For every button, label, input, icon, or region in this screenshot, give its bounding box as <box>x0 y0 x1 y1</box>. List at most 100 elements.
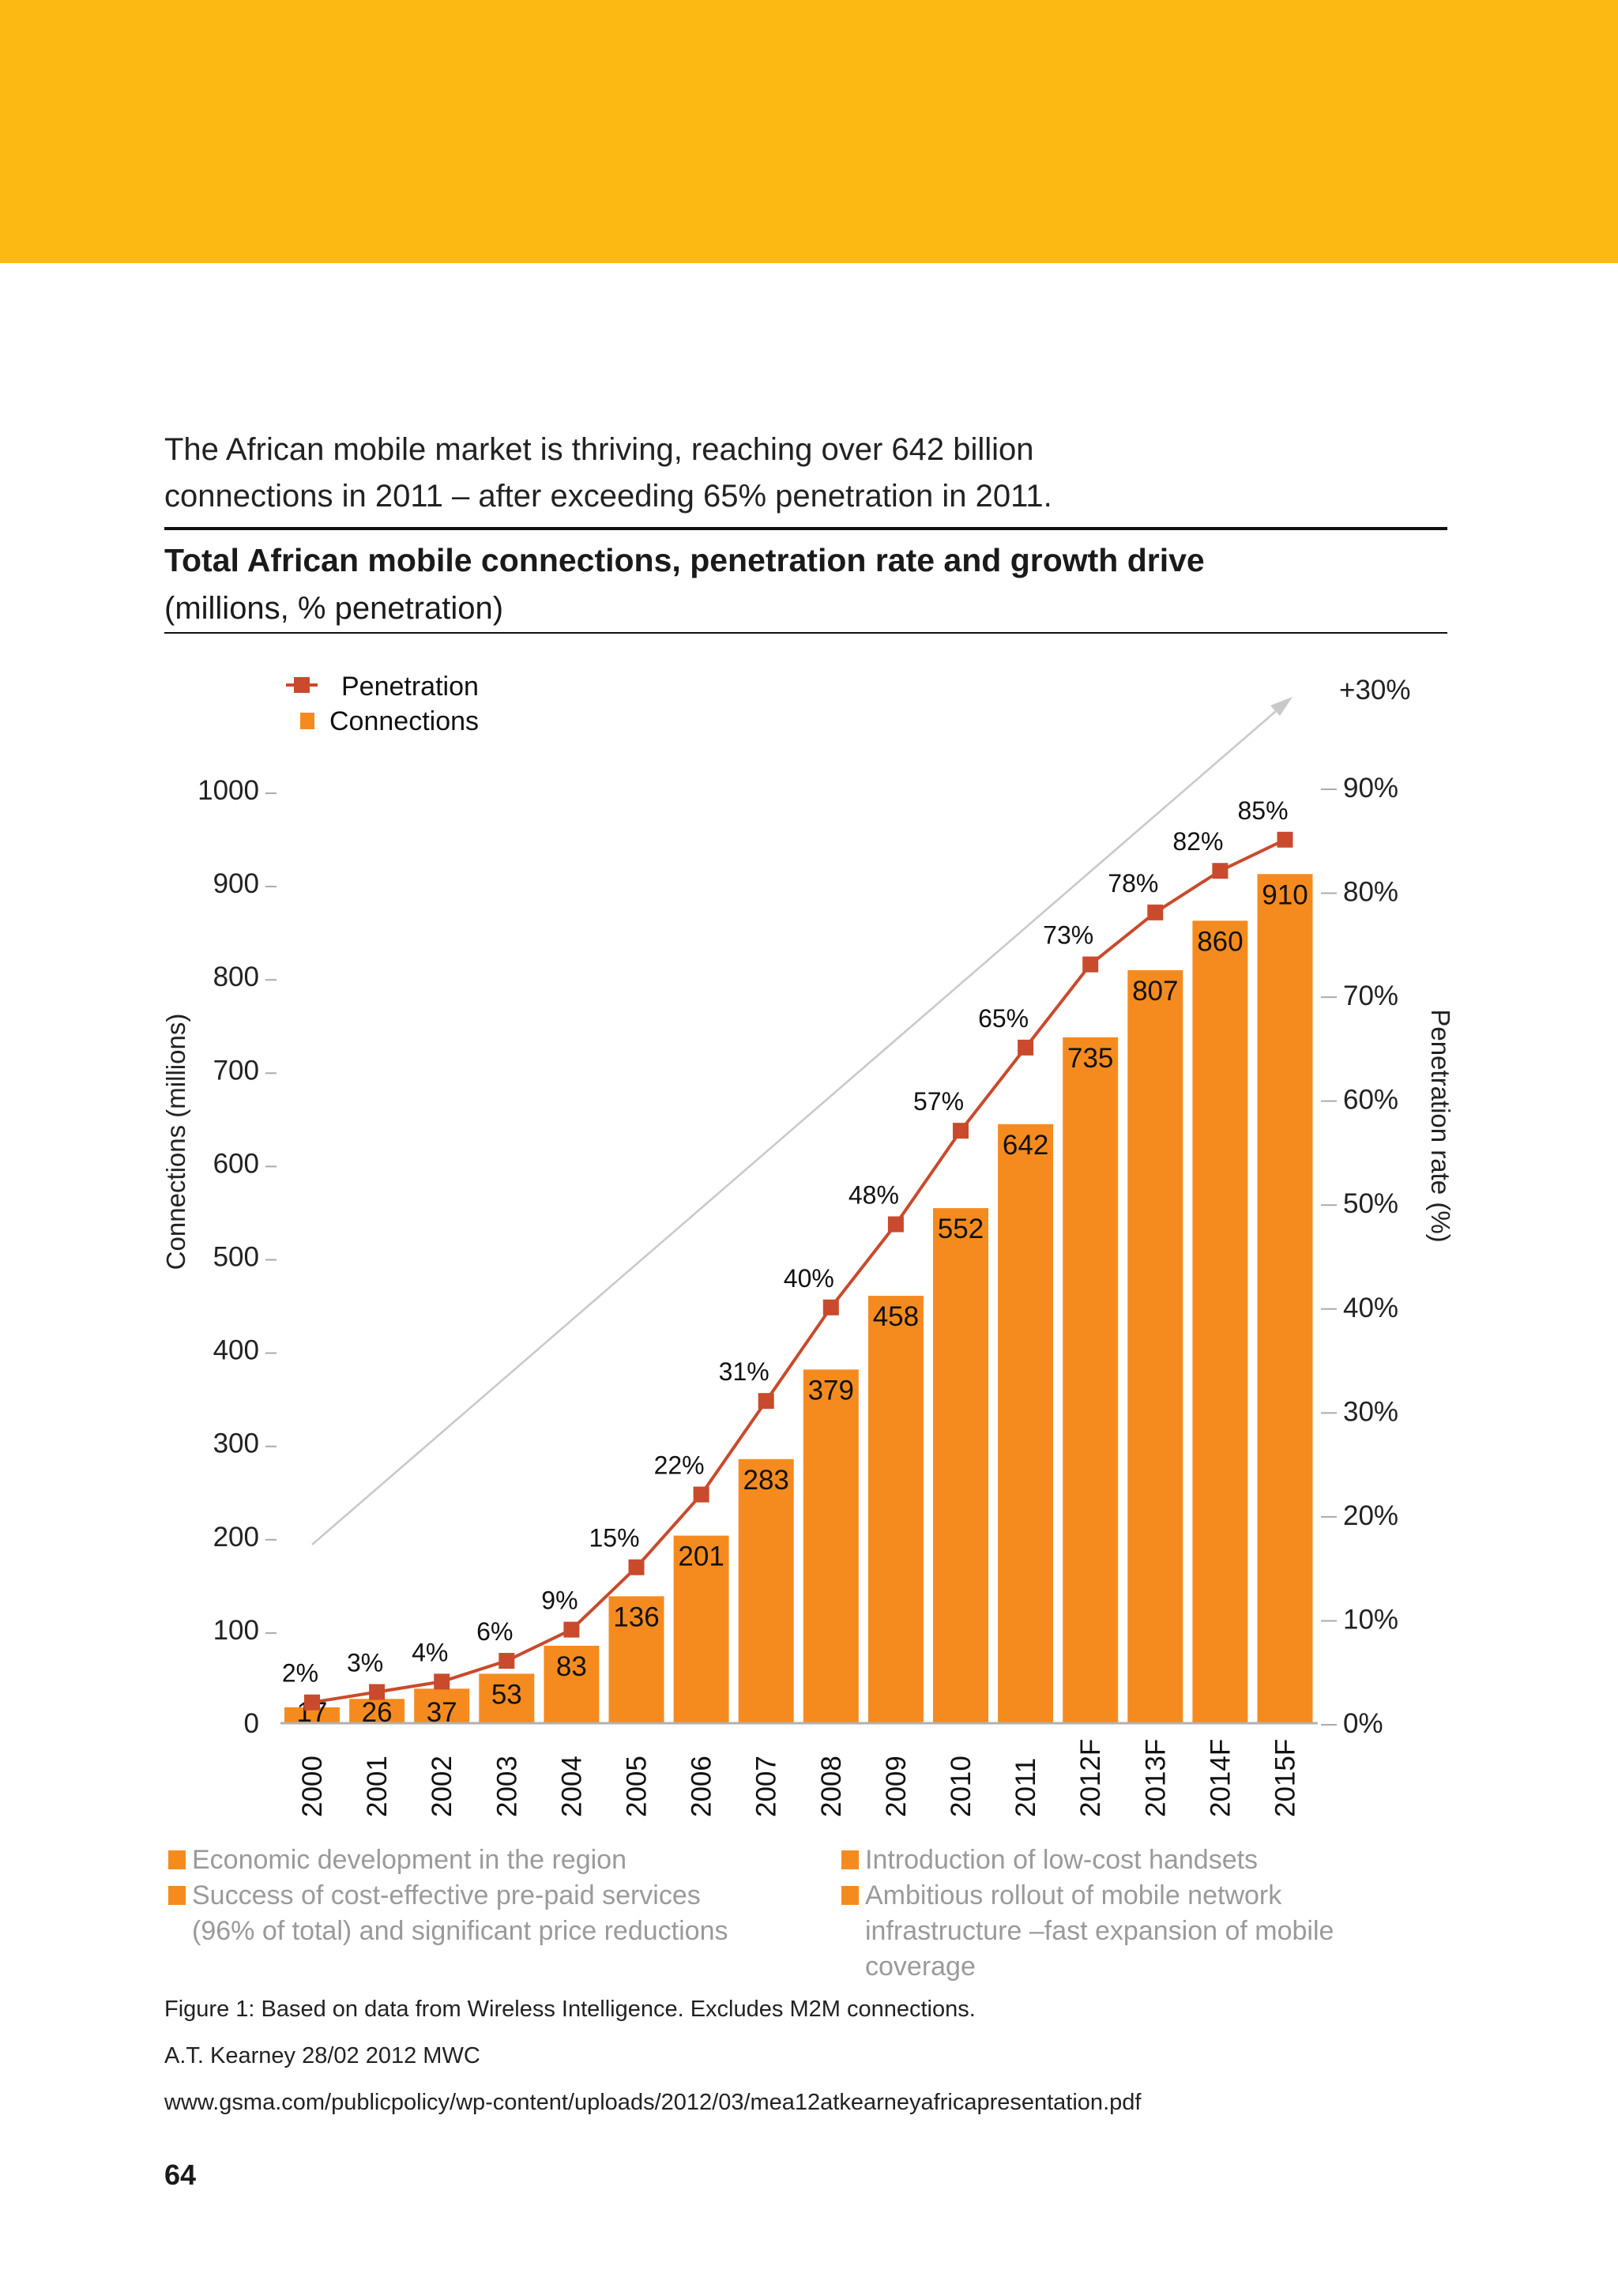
bar-connections <box>738 1459 794 1723</box>
x-tick-label: 2009 <box>881 1756 912 1817</box>
y-axis-title: Connections (millions) <box>161 1014 190 1270</box>
bullet-square-icon <box>841 1886 859 1905</box>
bar-value-label: 283 <box>743 1465 788 1496</box>
divider <box>164 632 1447 634</box>
y2-tick-label: 90% <box>1343 773 1398 804</box>
legend: Penetration Connections <box>286 672 479 736</box>
y2-tick-label: 50% <box>1343 1188 1398 1219</box>
bar-value-label: 83 <box>556 1651 587 1682</box>
penetration-marker <box>693 1486 709 1503</box>
bullet-square-icon <box>168 1850 186 1869</box>
figure-caption: Figure 1: Based on data from Wireless In… <box>164 1997 976 2022</box>
penetration-value-label: 78% <box>1108 869 1158 898</box>
driver-note: Economic development in the region <box>168 1842 728 1878</box>
penetration-value-label: 2% <box>282 1659 318 1688</box>
x-tick-label: 2002 <box>427 1756 457 1817</box>
y2-tick-label: 0% <box>1343 1708 1383 1739</box>
bar-value-label: 379 <box>808 1375 854 1406</box>
intro-line-1: The African mobile market is thriving, r… <box>164 432 1034 467</box>
x-tick-label: 2007 <box>751 1756 782 1817</box>
intro-text: The African mobile market is thriving, r… <box>164 427 1428 520</box>
penetration-value-label: 4% <box>412 1638 448 1666</box>
y-tick-label: 100 <box>213 1615 259 1646</box>
source-url[interactable]: www.gsma.com/publicpolicy/wp-content/upl… <box>164 2090 1142 2115</box>
bar-value-label: 136 <box>613 1602 659 1632</box>
growth-arrow-head-icon <box>1270 697 1293 716</box>
bar-value-label: 735 <box>1067 1043 1113 1074</box>
penetration-marker <box>563 1621 580 1638</box>
bar-connections <box>1257 874 1313 1723</box>
y-tick-label: 900 <box>213 868 259 899</box>
bar-connections <box>933 1208 988 1723</box>
note-line: Economic development in the region <box>192 1845 627 1875</box>
bar-connections <box>1127 969 1183 1723</box>
note-line: Ambitious rollout of mobile network <box>865 1880 1282 1910</box>
x-tick-label: 2015F <box>1270 1739 1301 1817</box>
penetration-value-label: 65% <box>978 1004 1029 1033</box>
x-tick-label: 2000 <box>297 1756 328 1817</box>
penetration-marker <box>628 1559 645 1575</box>
y2-axis-title: Penetration rate (%) <box>1426 1009 1455 1242</box>
bar-connections <box>998 1124 1054 1723</box>
y2-tick-label: 60% <box>1343 1085 1398 1116</box>
x-tick-label: 2010 <box>946 1756 976 1817</box>
penetration-value-label: 40% <box>784 1264 834 1293</box>
penetration-value-label: 73% <box>1043 921 1093 950</box>
growth-annotation: +30% <box>1339 675 1411 706</box>
x-tick-label: 2013F <box>1140 1739 1171 1817</box>
penetration-value-label: 85% <box>1237 796 1288 825</box>
bar-value-label: 910 <box>1262 879 1308 910</box>
penetration-marker <box>1277 831 1293 848</box>
y-tick-label: 200 <box>213 1522 259 1553</box>
y-tick-label: 500 <box>213 1242 259 1273</box>
y2-tick-label: 30% <box>1343 1396 1398 1427</box>
x-tick-label: 2004 <box>556 1756 587 1817</box>
penetration-value-label: 3% <box>347 1649 383 1677</box>
bullet-square-icon <box>168 1886 186 1905</box>
bar-value-label: 807 <box>1132 976 1178 1007</box>
chart-title: Total African mobile connections, penetr… <box>164 542 1205 578</box>
legend-penetration-label: Penetration <box>341 672 479 702</box>
bar-value-label: 201 <box>678 1541 724 1572</box>
bar-value-label: 458 <box>873 1301 919 1332</box>
driver-note: Ambitious rollout of mobile network infra… <box>841 1878 1334 1985</box>
y-tick-label: 1000 <box>198 775 259 806</box>
x-tick-label: 2011 <box>1010 1758 1041 1817</box>
source-caption: A.T. Kearney 28/02 2012 MWC <box>164 2043 480 2068</box>
note-line: coverage <box>865 1952 976 1982</box>
note-line: Introduction of low-cost handsets <box>865 1845 1259 1875</box>
y-tick-label: 400 <box>213 1335 259 1366</box>
penetration-marker <box>953 1123 969 1139</box>
penetration-marker <box>434 1673 450 1690</box>
y-tick-label: 300 <box>213 1428 259 1459</box>
drivers-right: Introduction of low-cost handsets Ambiti… <box>841 1842 1334 1985</box>
penetration-marker <box>887 1216 904 1233</box>
bar-connections <box>414 1688 470 1723</box>
penetration-value-label: 22% <box>654 1451 705 1480</box>
y2-tick-label: 10% <box>1343 1604 1398 1635</box>
legend-penetration-marker <box>294 677 310 693</box>
note-line: infrastructure –fast expansion of mobile <box>865 1916 1334 1946</box>
penetration-value-label: 6% <box>476 1617 513 1646</box>
bar-connections <box>608 1596 664 1723</box>
penetration-marker <box>822 1299 839 1315</box>
bar-connections <box>867 1296 924 1723</box>
bar-value-label: 860 <box>1197 926 1243 957</box>
bar-connections <box>349 1699 405 1723</box>
divider <box>164 527 1447 530</box>
legend-connections-swatch <box>300 713 314 729</box>
penetration-marker <box>1212 863 1229 879</box>
x-tick-label: 2014F <box>1205 1739 1236 1817</box>
penetration-marker <box>304 1694 320 1711</box>
y-tick-label: 600 <box>213 1148 259 1179</box>
y-tick-label: 700 <box>213 1055 259 1086</box>
x-tick-label: 2003 <box>491 1756 522 1817</box>
x-tick-label: 2005 <box>622 1756 653 1817</box>
penetration-value-label: 48% <box>849 1181 899 1210</box>
penetration-value-label: 82% <box>1172 827 1223 856</box>
x-tick-label: 2001 <box>362 1756 393 1817</box>
growth-arrow-line <box>311 706 1282 1545</box>
bar-connections <box>479 1673 535 1723</box>
y-tick-label: 0 <box>244 1708 259 1739</box>
